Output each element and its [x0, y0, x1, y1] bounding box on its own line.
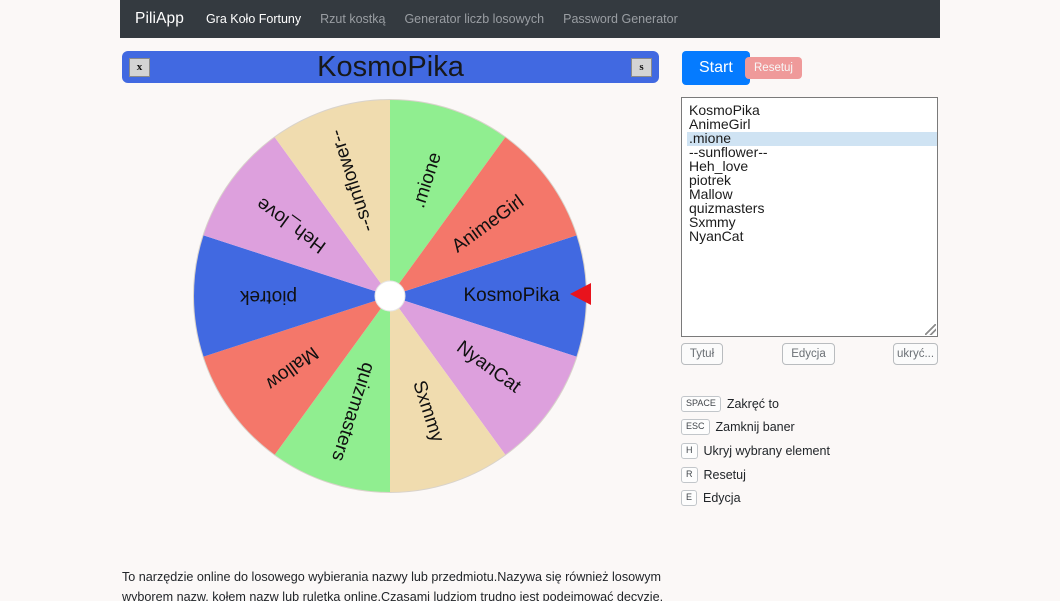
shortcut-key: SPACE [681, 395, 721, 412]
result-banner: x KosmoPika s [122, 51, 659, 83]
shortcut-row: E Edycja [681, 486, 961, 510]
shortcut-label: Edycja [703, 491, 741, 506]
wheel-segment [390, 137, 577, 296]
wheel-segment-label: KosmoPika [463, 285, 560, 306]
hide-button[interactable]: ukryć... [893, 343, 938, 365]
description-line-2: wyborem nazw, kołem nazw lub ruletką onl… [122, 590, 664, 601]
wheel-graphic[interactable]: KosmoPikaNyanCatSxmmyquizmastersMallowpi… [190, 96, 590, 496]
banner-title: KosmoPika [317, 51, 464, 83]
close-banner-button[interactable]: x [129, 57, 150, 77]
shortcut-label: Resetuj [703, 467, 746, 482]
fortune-wheel[interactable]: KosmoPika NyanCat Sxmmy quizmasters Mallow pi… [190, 96, 590, 496]
share-banner-button[interactable]: s [631, 57, 652, 77]
list-controls: Tytuł Edycja ukryć... [681, 343, 938, 365]
list-item[interactable]: .mione [687, 131, 937, 146]
list-item[interactable]: AnimeGirl [689, 116, 751, 132]
list-item[interactable]: piotrek [689, 172, 732, 188]
wheel-segment [390, 296, 506, 492]
nav-link-3[interactable]: Password Generator [563, 12, 678, 26]
shortcut-row: ESC Zamknij baner [681, 416, 961, 440]
entries-list[interactable]: KosmoPika AnimeGirl .mione --sunflower-- Heh… [687, 102, 937, 244]
list-item[interactable]: --sunflower-- [689, 144, 768, 160]
wheel-segment [390, 100, 506, 296]
nav-link-0[interactable]: Gra Koło Fortuny [205, 12, 302, 26]
wheel-segment [390, 235, 586, 357]
shortcut-label: Zakręć to [726, 396, 779, 411]
shortcut-label: Zamknij baner [715, 420, 795, 435]
shortcut-key: H [681, 442, 698, 459]
top-navbar: PiliApp Gra Koło Fortuny Rzut kostką Gener… [120, 0, 940, 38]
list-item[interactable]: Heh_love [689, 158, 749, 174]
start-button[interactable]: Start [682, 51, 750, 85]
wheel-segment [203, 137, 390, 296]
shortcut-label: Ukryj wybrany element [703, 443, 830, 458]
shortcut-row: R Resetuj [681, 463, 961, 487]
shortcut-key: ESC [681, 419, 710, 436]
wheel-segment [274, 100, 390, 296]
wheel-hub [374, 280, 406, 312]
entries-textarea[interactable]: KosmoPika AnimeGirl .mione --sunflower-- Heh… [681, 97, 938, 337]
brand-logo[interactable]: PiliApp [135, 10, 184, 27]
list-item[interactable]: NyanCat [689, 228, 744, 244]
description-line-1: To narzędzie online do losowego wybieran… [122, 570, 661, 584]
list-item[interactable]: KosmoPika [689, 102, 760, 118]
nav-link-2[interactable]: Generator liczb losowych [404, 12, 545, 26]
shortcut-key: R [681, 466, 698, 483]
nav-links: Gra Koło Fortuny Rzut kostką Generator lic… [206, 12, 697, 26]
list-item[interactable]: Mallow [689, 186, 733, 202]
shortcut-row: H Ukryj wybrany element [681, 439, 961, 463]
list-item[interactable]: Sxmmy [689, 214, 736, 230]
shortcuts-list: SPACE Zakręć to ESC Zamknij baner H Ukryj wyb… [681, 392, 961, 510]
shortcut-key: E [681, 490, 698, 507]
wheel-segment [194, 235, 390, 357]
edit-button[interactable]: Edycja [782, 343, 835, 365]
wheel-segment [203, 296, 390, 455]
wheel-pointer-icon [570, 283, 591, 305]
reset-button[interactable]: Resetuj [745, 57, 802, 79]
wheel-segment-label: piotrek [239, 286, 297, 307]
description-text: To narzędzie online do losowego wybieran… [122, 567, 682, 601]
list-item[interactable]: quizmasters [689, 200, 765, 216]
wheel-segment [274, 296, 390, 492]
resize-handle[interactable] [925, 324, 936, 335]
wheel-segment [390, 296, 577, 455]
nav-link-1[interactable]: Rzut kostką [320, 12, 386, 26]
title-button[interactable]: Tytuł [681, 343, 723, 365]
shortcut-row: SPACE Zakręć to [681, 392, 961, 416]
